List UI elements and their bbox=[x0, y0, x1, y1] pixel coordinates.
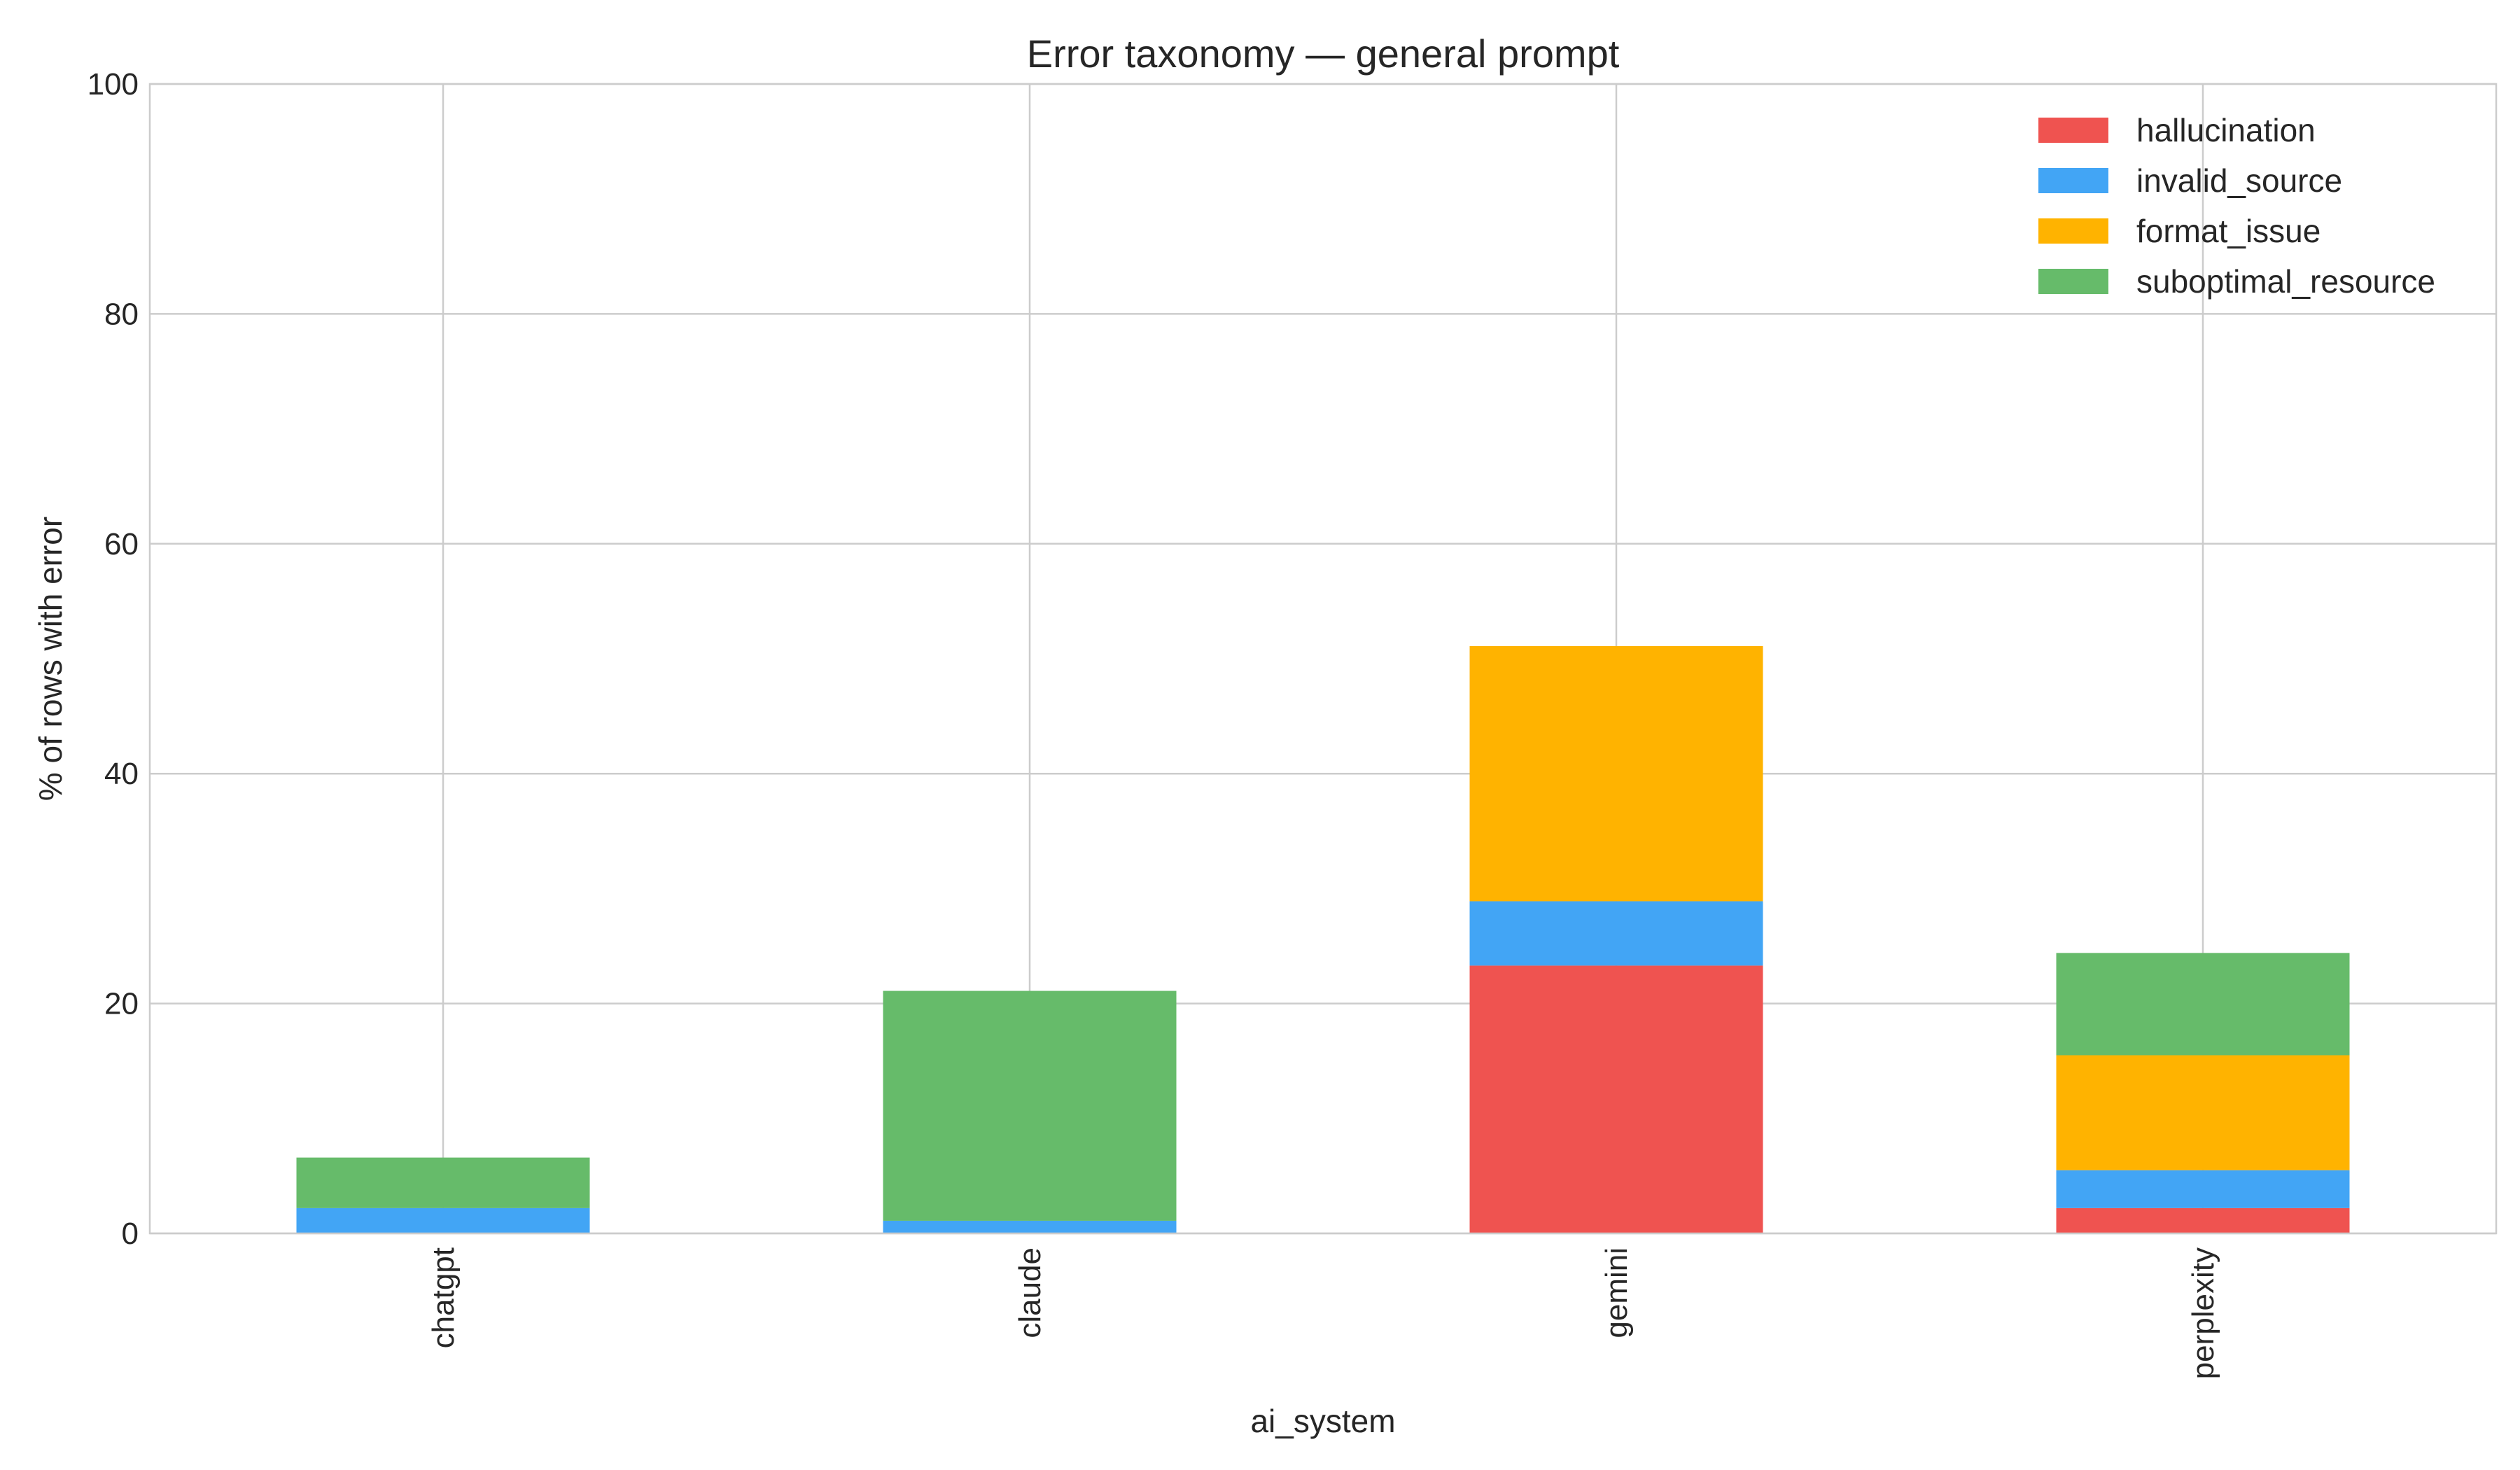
y-tick-label: 100 bbox=[88, 67, 139, 102]
bar-hallucination-gemini bbox=[1469, 965, 1763, 1233]
bars bbox=[296, 645, 2350, 1233]
x-tick-label-chatgpt: chatgpt bbox=[426, 1247, 461, 1348]
x-axis-ticks: chatgpt claude gemini perplexity bbox=[426, 1247, 2220, 1379]
legend-swatch-suboptimal_resource bbox=[2038, 269, 2108, 294]
x-tick-label-perplexity: perplexity bbox=[2186, 1247, 2220, 1379]
y-tick-label: 0 bbox=[122, 1217, 139, 1251]
x-tick-label-claude: claude bbox=[1013, 1247, 1047, 1338]
legend-swatch-format_issue bbox=[2038, 218, 2108, 244]
bar-suboptimal_resource-perplexity bbox=[2056, 953, 2350, 1056]
bar-invalid_source-claude bbox=[883, 1220, 1177, 1233]
legend-swatch-hallucination bbox=[2038, 118, 2108, 143]
bar-suboptimal_resource-chatgpt bbox=[296, 1157, 590, 1208]
bar-invalid_source-chatgpt bbox=[296, 1208, 590, 1233]
bar-invalid_source-perplexity bbox=[2056, 1170, 2350, 1208]
bar-invalid_source-gemini bbox=[1469, 901, 1763, 966]
legend-swatch-invalid_source bbox=[2038, 168, 2108, 193]
legend: hallucination invalid_source format_issues… bbox=[2038, 112, 2435, 300]
y-tick-label: 20 bbox=[104, 987, 139, 1021]
x-axis-label: ai_system bbox=[1250, 1403, 1395, 1439]
y-tick-label: 80 bbox=[104, 297, 139, 331]
y-tick-label: 60 bbox=[104, 527, 139, 561]
legend-label-format_issue: format_issue bbox=[2136, 213, 2320, 249]
legend-label-hallucination: hallucination bbox=[2136, 112, 2316, 148]
bar-hallucination-perplexity bbox=[2056, 1208, 2350, 1233]
y-axis-ticks: 0 20 40 60 80 100 bbox=[88, 67, 139, 1251]
legend-label-suboptimal_resource: suboptimal_resource bbox=[2136, 263, 2435, 300]
y-axis-label: % of rows with error bbox=[32, 517, 69, 801]
bar-suboptimal_resource-claude bbox=[883, 990, 1177, 1221]
y-tick-label: 40 bbox=[104, 757, 139, 791]
chart-title: Error taxonomy — general prompt bbox=[1027, 31, 1620, 76]
bar-format_issue-perplexity bbox=[2056, 1055, 2350, 1170]
plot-frame bbox=[148, 83, 2498, 1235]
legend-label-invalid_source: invalid_source bbox=[2136, 162, 2342, 199]
bar-format_issue-gemini bbox=[1469, 645, 1763, 902]
x-tick-label-gemini: gemini bbox=[1600, 1247, 1634, 1338]
